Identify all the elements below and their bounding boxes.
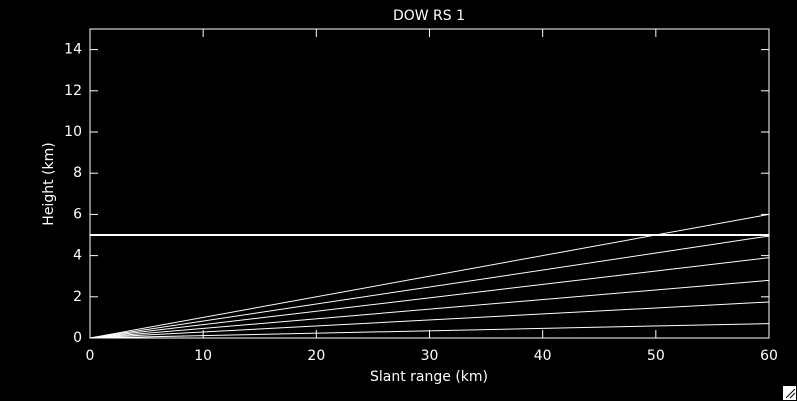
beam-line — [89, 257, 770, 339]
y-tick-label: 12 — [64, 83, 82, 99]
y-tick-label: 4 — [73, 248, 82, 264]
beam-line — [89, 279, 770, 339]
x-tick-label: 10 — [194, 348, 212, 364]
x-tick-label: 40 — [534, 348, 552, 364]
x-tick-label: 0 — [86, 348, 95, 364]
x-tick-label: 50 — [647, 348, 665, 364]
grip-box[interactable] — [783, 386, 796, 400]
y-axis-label: Height (km) — [41, 142, 57, 225]
y-tick-label: 2 — [73, 289, 82, 305]
beam-line — [89, 301, 770, 339]
x-tick-label: 20 — [307, 348, 325, 364]
y-tick-label: 8 — [73, 165, 82, 181]
chart-title: DOW RS 1 — [393, 8, 465, 24]
beam-line — [89, 235, 770, 339]
y-tick-label: 10 — [64, 124, 82, 140]
grip-line — [785, 388, 796, 399]
grip-line — [789, 392, 796, 399]
y-tick-label: 14 — [64, 42, 82, 58]
y-tick-label: 6 — [73, 206, 82, 222]
x-tick-label: 30 — [421, 348, 439, 364]
x-tick-label: 60 — [760, 348, 778, 364]
x-axis-label: Slant range (km) — [370, 369, 488, 385]
beam-line — [89, 323, 770, 339]
y-tick-label: 0 — [73, 330, 82, 346]
resize-grip[interactable] — [783, 386, 796, 400]
